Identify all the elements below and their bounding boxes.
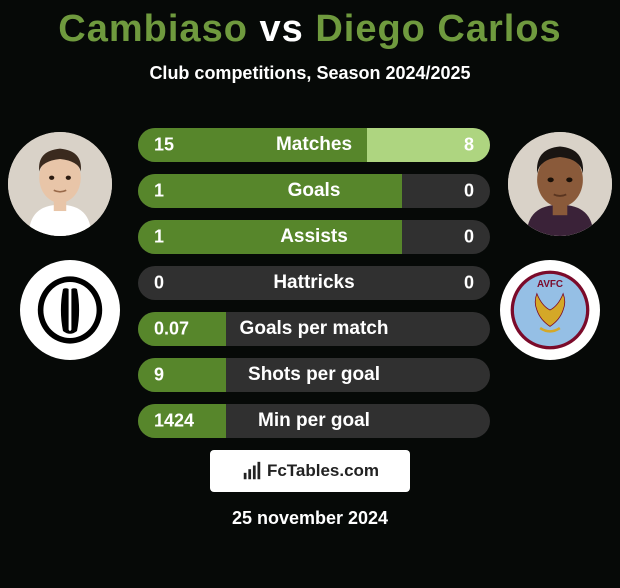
stat-row: 9 Shots per goal bbox=[138, 358, 490, 392]
stat-val-left: 9 bbox=[154, 365, 164, 386]
player2-avatar bbox=[508, 132, 612, 236]
stat-label: Goals per match bbox=[240, 318, 389, 340]
club2-badge-icon: AVFC bbox=[509, 269, 591, 351]
stats-container: 15 8 Matches 1 0 Goals 1 0 Assists 0 0 Hattricks 0.0… bbox=[138, 128, 490, 450]
stat-bar-left bbox=[138, 174, 402, 208]
player1-name: Cambiaso bbox=[58, 8, 248, 50]
stat-val-right: 0 bbox=[464, 273, 474, 294]
club2-badge: AVFC bbox=[500, 260, 600, 360]
stat-val-left: 1424 bbox=[154, 411, 194, 432]
stat-label: Assists bbox=[280, 226, 348, 248]
stat-val-right: 0 bbox=[464, 227, 474, 248]
chart-icon bbox=[241, 460, 263, 482]
stat-val-left: 0 bbox=[154, 273, 164, 294]
player2-avatar-icon bbox=[508, 132, 612, 236]
brand-text: FcTables.com bbox=[267, 461, 379, 481]
date-text: 25 november 2024 bbox=[232, 508, 388, 529]
stat-label: Goals bbox=[288, 180, 341, 202]
subtitle: Club competitions, Season 2024/2025 bbox=[0, 63, 620, 84]
stat-row: 15 8 Matches bbox=[138, 128, 490, 162]
club1-badge-icon bbox=[35, 275, 105, 345]
player1-avatar-icon bbox=[8, 132, 112, 236]
stat-val-left: 0.07 bbox=[154, 319, 189, 340]
stat-val-left: 15 bbox=[154, 135, 174, 156]
stat-label: Min per goal bbox=[258, 410, 370, 432]
stat-val-right: 8 bbox=[464, 135, 474, 156]
player1-avatar bbox=[8, 132, 112, 236]
stat-label: Hattricks bbox=[273, 272, 354, 294]
stat-row: 1 0 Assists bbox=[138, 220, 490, 254]
stat-val-right: 0 bbox=[464, 181, 474, 202]
page-title: Cambiaso vs Diego Carlos bbox=[0, 8, 620, 51]
stat-row: 0 0 Hattricks bbox=[138, 266, 490, 300]
stat-row: 0.07 Goals per match bbox=[138, 312, 490, 346]
brand-box: FcTables.com bbox=[210, 450, 410, 492]
stat-label: Matches bbox=[276, 134, 352, 156]
player2-name: Diego Carlos bbox=[315, 8, 561, 50]
stat-val-left: 1 bbox=[154, 181, 164, 202]
stat-row: 1 0 Goals bbox=[138, 174, 490, 208]
stat-bar-left bbox=[138, 220, 402, 254]
stat-label: Shots per goal bbox=[248, 364, 380, 386]
stat-row: 1424 Min per goal bbox=[138, 404, 490, 438]
vs-text: vs bbox=[248, 8, 315, 50]
stat-val-left: 1 bbox=[154, 227, 164, 248]
club1-badge bbox=[20, 260, 120, 360]
stat-bar-left bbox=[138, 358, 226, 392]
svg-text:AVFC: AVFC bbox=[537, 279, 563, 290]
